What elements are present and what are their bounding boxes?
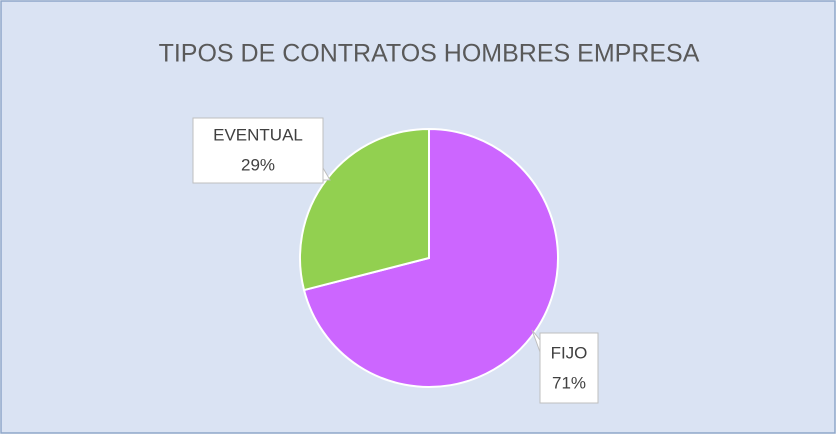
pie <box>299 127 559 388</box>
callout: FIJO 71% <box>531 329 599 404</box>
callout: EVENTUAL 29% <box>192 117 331 184</box>
slice-label: FIJO <box>551 343 588 362</box>
callout-box <box>192 117 324 184</box>
chart-title: TIPOS DE CONTRATOS HOMBRES EMPRESA <box>159 40 700 68</box>
slice-label: EVENTUAL <box>213 125 303 144</box>
slice-value-label: 29% <box>241 155 275 174</box>
pie-slice <box>302 127 559 388</box>
slice-value-label: 71% <box>552 373 586 392</box>
callout-box <box>539 332 599 404</box>
